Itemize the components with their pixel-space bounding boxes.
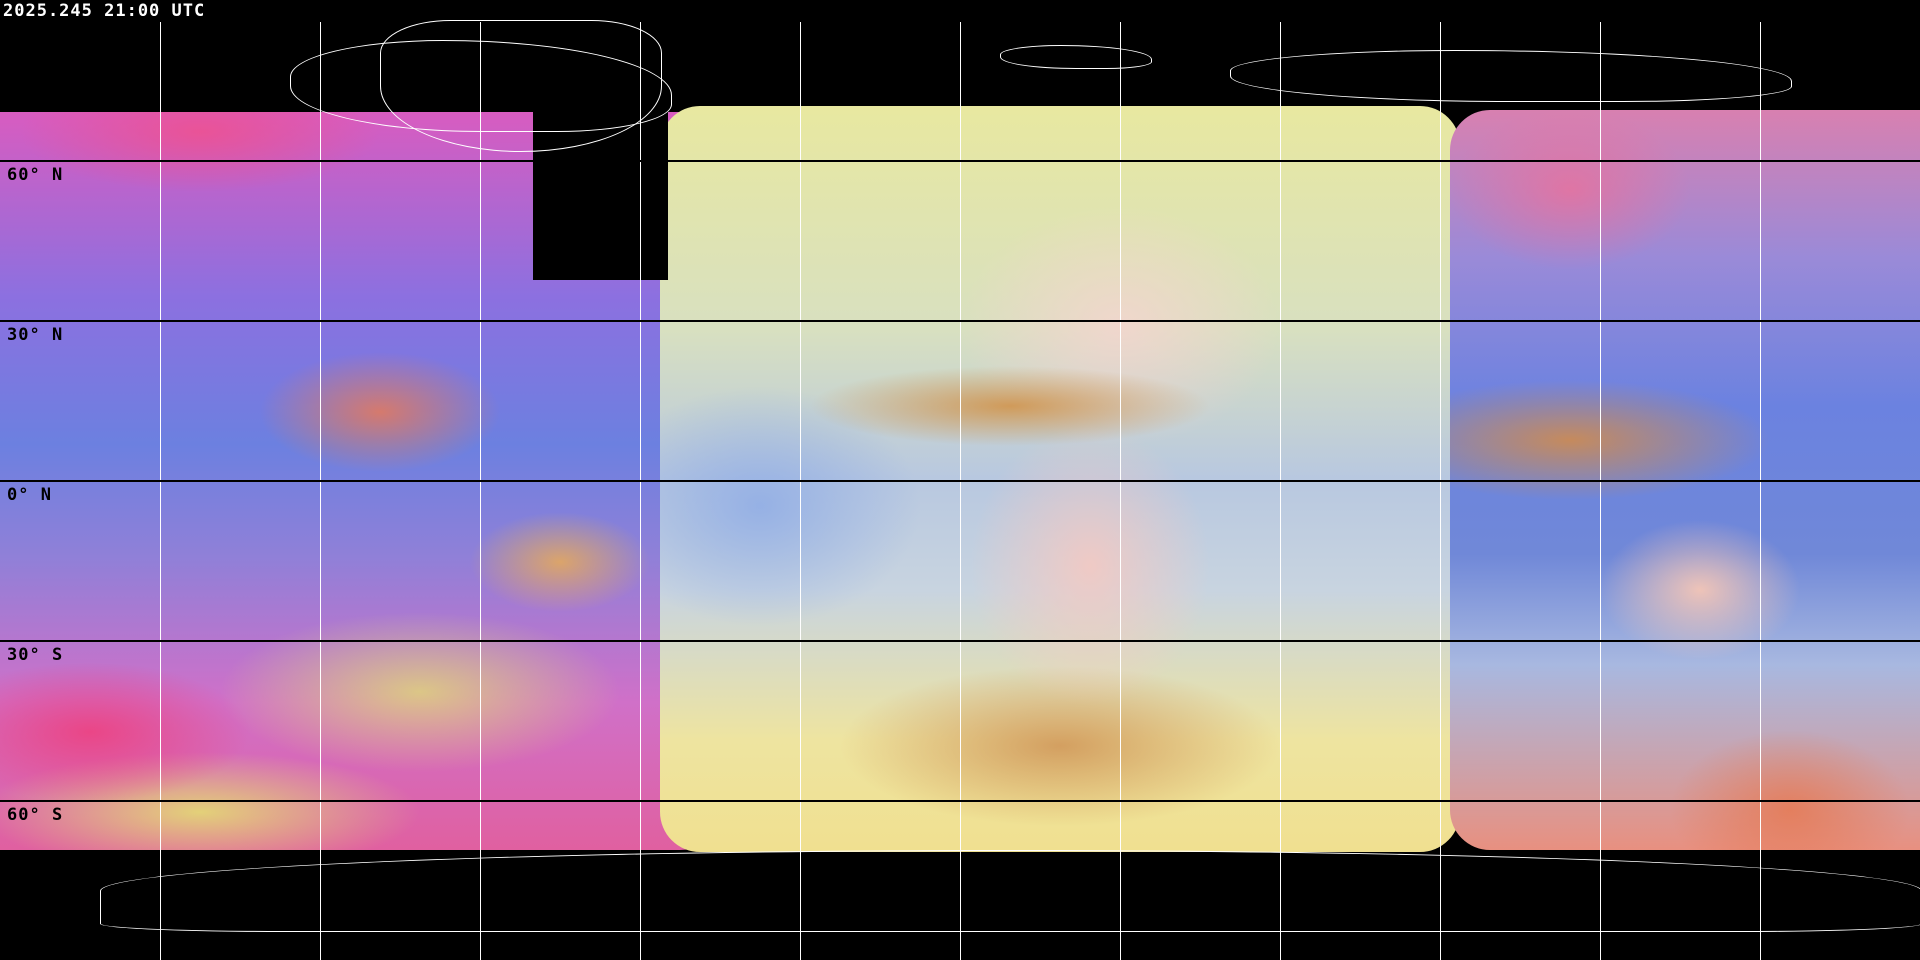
meridian-line xyxy=(480,22,481,960)
meridian-line xyxy=(1760,22,1761,960)
parallel-line xyxy=(0,480,1920,482)
parallel-line xyxy=(0,160,1920,162)
meridian-line xyxy=(800,22,801,960)
parallel-line xyxy=(0,800,1920,802)
imagery-atlantic-africa xyxy=(660,106,1460,852)
meridian-line xyxy=(320,22,321,960)
timestamp-label: 2025.245 21:00 UTC xyxy=(3,1,206,21)
lat-label-60n: 60° N xyxy=(7,165,64,185)
lat-label-30n: 30° N xyxy=(7,325,64,345)
coastline-greenland xyxy=(380,20,662,152)
meridian-line xyxy=(1600,22,1601,960)
lat-label-30s: 30° S xyxy=(7,645,64,665)
meridian-line xyxy=(160,22,161,960)
parallel-line xyxy=(0,640,1920,642)
meridian-line xyxy=(640,22,641,960)
meridian-line xyxy=(1120,22,1121,960)
meridian-line xyxy=(1280,22,1281,960)
coastline-siberia xyxy=(1230,50,1792,102)
coastline-svalbard xyxy=(1000,45,1152,69)
coastline-antarctica xyxy=(100,850,1920,932)
meridian-line xyxy=(1440,22,1441,960)
lat-label-0n: 0° N xyxy=(7,485,52,505)
lat-label-60s: 60° S xyxy=(7,805,64,825)
parallel-line xyxy=(0,320,1920,322)
meridian-line xyxy=(960,22,961,960)
